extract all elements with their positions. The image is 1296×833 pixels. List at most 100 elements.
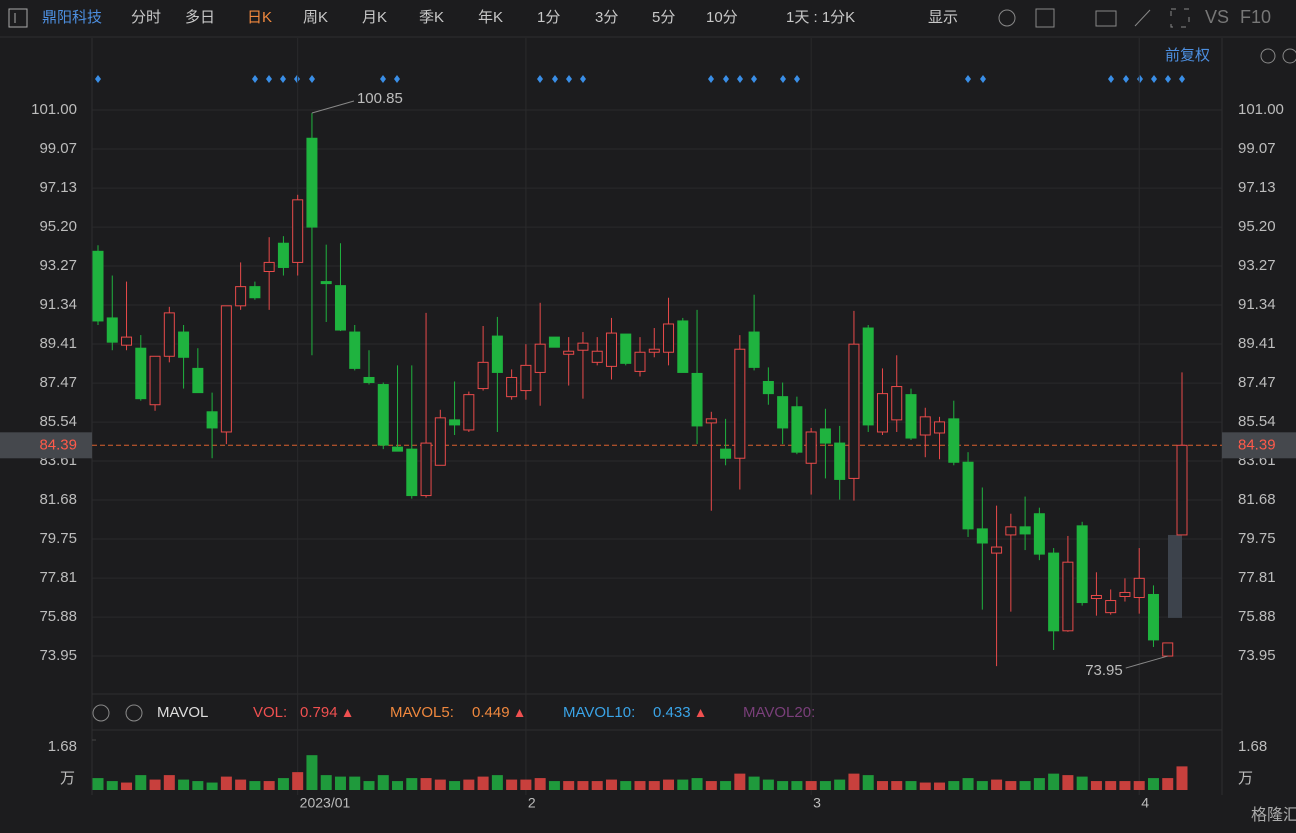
settings-icon[interactable] [998,9,1016,27]
event-marker[interactable] [751,75,757,83]
candle-body [862,327,874,426]
period-tab[interactable]: 年K [478,9,503,26]
last-price-box [0,432,92,459]
volume-bar [420,778,432,790]
f10-button[interactable]: F10 [1240,7,1271,27]
display-menu[interactable]: 显示 [928,9,958,26]
period-tab[interactable]: 日K [247,9,272,26]
volume-bar [934,782,946,790]
candle-body [135,347,147,400]
y-tick-label-right: 73.95 [1238,647,1276,664]
vs-button[interactable]: VS [1205,7,1229,27]
event-marker[interactable] [252,75,258,83]
event-marker[interactable] [723,75,729,83]
period-tab[interactable]: 5分 [652,9,675,26]
y-tick-label: 93.27 [39,257,77,274]
period-tab[interactable]: 分时 [131,9,161,26]
event-marker[interactable] [580,75,586,83]
volume-bar [178,779,190,790]
adjust-button[interactable]: 前复权 [1165,46,1210,64]
event-marker[interactable] [1123,75,1129,83]
volume-bar [834,779,846,790]
candle-body [777,396,789,429]
event-marker[interactable] [737,75,743,83]
plus-icon[interactable] [1282,48,1296,64]
candle-body [149,355,161,406]
event-marker[interactable] [1165,75,1171,83]
event-marker[interactable] [1108,75,1114,83]
indicator-name[interactable]: MAVOL [157,704,208,721]
volume-bar [149,779,161,790]
indicator-close[interactable] [125,704,143,722]
event-marker[interactable] [537,75,543,83]
period-tab[interactable]: 1分 [537,9,560,26]
event-marker[interactable] [566,75,572,83]
period-tab[interactable]: 周K [303,9,328,26]
candle-body [1119,591,1131,597]
candle-body [577,342,589,351]
indicator-label: MAVOL5: [390,704,454,721]
menu-icon[interactable] [8,8,28,28]
y-tick-label-right: 101.00 [1238,101,1284,118]
candle-body [292,199,304,263]
candle-body [220,305,232,433]
box-icon[interactable] [1035,8,1055,28]
y-tick-label-right: 95.20 [1238,218,1276,235]
event-marker[interactable] [780,75,786,83]
volume-bar [206,782,218,790]
candle-body [477,361,489,390]
volume-bar [905,781,917,790]
event-marker[interactable] [1179,75,1185,83]
y-tick-label-right: 97.13 [1238,179,1276,196]
candle-body [192,367,204,394]
candle-body [734,348,746,459]
event-marker[interactable] [294,75,300,83]
event-marker[interactable] [1137,75,1143,83]
event-marker[interactable] [266,75,272,83]
y-tick-label: 95.20 [39,218,77,235]
volume-bar [720,781,732,790]
camera-icon[interactable] [1095,10,1117,27]
volume-tick-label: 1.68 [48,738,77,755]
event-marker[interactable] [309,75,315,83]
event-marker[interactable] [794,75,800,83]
candle-body [1019,526,1031,535]
volume-bar [1090,781,1102,790]
indicator-value: 0.794 [300,704,338,721]
period-tab[interactable]: 10分 [706,9,738,26]
y-tick-label: 101.00 [31,101,77,118]
indicator-arrow [696,709,705,717]
period-tab[interactable]: 月K [362,9,387,26]
event-marker[interactable] [980,75,986,83]
event-marker[interactable] [95,75,101,83]
volume-bar [577,781,589,790]
period-tab[interactable]: 多日 [185,9,215,26]
volume-bar [705,781,717,790]
minus-icon[interactable] [1260,48,1276,64]
event-marker[interactable] [380,75,386,83]
stock-name[interactable]: 鼎阳科技 [42,9,102,26]
volume-bar [976,781,988,790]
fullscreen-icon[interactable] [1170,8,1190,28]
pen-icon[interactable] [1134,9,1151,27]
interval-select[interactable]: 1天 : 1分K [786,9,855,26]
last-price-label: 84.39 [39,436,77,453]
period-tab[interactable]: 3分 [595,9,618,26]
volume-bar [92,778,104,790]
candle-body [605,332,617,367]
candle-body [334,285,346,331]
event-marker[interactable] [280,75,286,83]
event-marker[interactable] [1151,75,1157,83]
y-tick-label: 87.47 [39,374,77,391]
indicator-settings[interactable] [92,704,110,722]
event-marker[interactable] [394,75,400,83]
event-marker[interactable] [552,75,558,83]
period-tab[interactable]: 季K [419,9,444,26]
candle-body [677,320,689,373]
candle-body [463,394,475,431]
volume-bar [876,781,888,790]
y-tick-label-right: 91.34 [1238,296,1276,313]
event-marker[interactable] [708,75,714,83]
event-marker[interactable] [965,75,971,83]
volume-bar [121,782,133,790]
